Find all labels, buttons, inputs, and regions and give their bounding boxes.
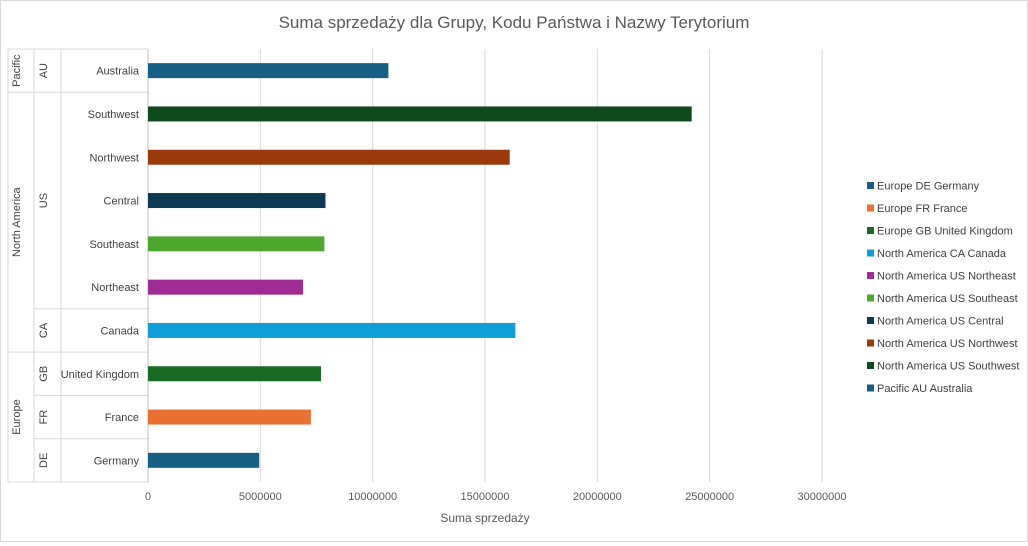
legend-swatch (867, 272, 874, 279)
bar-central (148, 193, 326, 209)
bar-northwest (148, 149, 510, 165)
country-label: AU (38, 63, 50, 78)
legend-swatch (867, 227, 874, 234)
legend-swatch (867, 182, 874, 189)
x-tick-label: 15000000 (461, 491, 510, 503)
territory-label: Australia (96, 66, 140, 78)
bar-france (148, 409, 311, 425)
x-tick-label: 25000000 (685, 491, 734, 503)
legend-entry: Europe FR France (877, 203, 967, 215)
legend-swatch (867, 362, 874, 369)
legend: Europe DE Germany Europe FR France Europe … (867, 181, 1019, 395)
legend-entry: North America CA Canada (877, 248, 1007, 260)
x-axis-title: Suma sprzedaży (440, 511, 529, 525)
bar-northeast (148, 279, 304, 295)
country-label: DE (38, 453, 50, 468)
country-label: FR (38, 410, 50, 425)
territory-label: Canada (100, 325, 139, 337)
group-label: North America (11, 186, 23, 257)
territory-label: Central (104, 196, 139, 208)
legend-swatch (867, 294, 874, 302)
x-tick-label: 0 (145, 491, 151, 503)
legend-swatch (867, 204, 874, 212)
legend-entry: North America US Northwest (877, 338, 1018, 350)
x-tick-label: 30000000 (798, 491, 847, 503)
legend-entry: North America US Southwest (877, 361, 1019, 373)
category-hierarchy: Australia AU Pacific Southwest Northwest Cent… (7, 48, 149, 483)
bar-germany (148, 452, 260, 468)
legend-entry: North America US Southeast (877, 293, 1018, 305)
territory-label: Northwest (89, 152, 139, 164)
legend-swatch (867, 317, 874, 324)
country-label: GB (38, 366, 50, 382)
bar-australia (148, 63, 389, 79)
territory-label: Northeast (91, 282, 139, 294)
legend-entry: Europe DE Germany (877, 181, 980, 193)
legend-swatch (867, 249, 874, 257)
country-label: CA (38, 322, 50, 338)
legend-swatch (867, 384, 874, 392)
bars (148, 63, 692, 468)
group-label: Pacific (11, 54, 23, 87)
bar-united-kingdom (148, 366, 321, 382)
territory-label: Southwest (88, 109, 139, 121)
group-label: Europe (11, 399, 23, 434)
country-label: US (38, 193, 50, 208)
x-axis-ticks: 0 5000000 10000000 15000000 20000000 25000000… (145, 491, 847, 503)
territory-label: France (105, 412, 139, 424)
territory-label: Germany (94, 455, 140, 467)
legend-entry: North America US Northeast (877, 271, 1016, 283)
chart-title: Suma sprzedaży dla Grupy, Kodu Państwa i… (279, 13, 750, 32)
territory-label: United Kingdom (61, 369, 139, 381)
x-tick-label: 20000000 (573, 491, 622, 503)
bar-canada (148, 322, 516, 338)
territory-label: Southeast (89, 239, 139, 251)
legend-entry: Pacific AU Australia (877, 383, 973, 395)
bar-southeast (148, 236, 325, 252)
legend-swatch (867, 339, 874, 347)
legend-entry: Europe GB United Kingdom (877, 226, 1013, 238)
x-tick-label: 10000000 (348, 491, 397, 503)
x-tick-label: 5000000 (239, 491, 282, 503)
bar-southwest (148, 106, 692, 122)
legend-entry: North America US Central (877, 316, 1004, 328)
